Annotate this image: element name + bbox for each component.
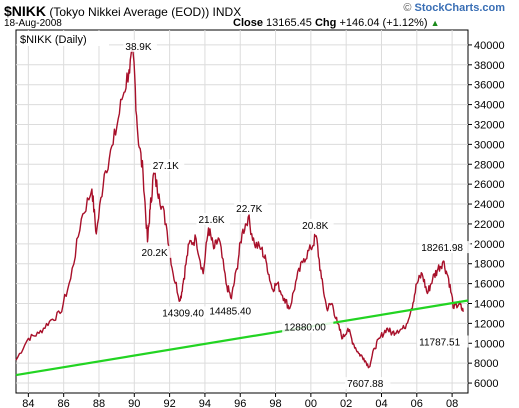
x-tick-label: 00 [305, 398, 317, 408]
symbol-label: $NIKK [4, 3, 47, 19]
y-axis-ticks: 6000 8000 10000 12000 14000 16000 18000 20000 22… [468, 40, 505, 390]
y-tick-label: 22000 [474, 219, 505, 231]
annotation-bg [150, 159, 185, 172]
annotation-label: 21.6K [198, 215, 224, 226]
chart-title: $NIKK (Daily) [20, 34, 87, 46]
y-tick-label: 18000 [474, 259, 505, 271]
date-label: 18-Aug-2008 [4, 18, 62, 29]
exchange-label: INDX [212, 5, 242, 19]
y-tick-label: 36000 [474, 80, 505, 92]
y-tick-label: 10000 [474, 338, 505, 350]
annotation-label: 27.1K [153, 161, 179, 172]
annotation-bg [123, 39, 157, 52]
x-tick-label: 02 [340, 398, 352, 408]
source-credit: © StockCharts.com [403, 3, 505, 14]
legend-box [17, 31, 109, 46]
y-tick-label: 12000 [474, 318, 505, 330]
close-label: Close [233, 17, 263, 29]
y-tick-label: 34000 [474, 100, 505, 112]
annotation-bg [419, 241, 471, 254]
y-tick-label: 32000 [474, 119, 505, 131]
chg-value: +146.04 (+1.12%) [339, 17, 428, 29]
annotation-label: 18261.98 [421, 243, 463, 254]
price-series-line [15, 48, 464, 369]
annotation-label: 11787.51 [419, 337, 460, 348]
annotation-label: 12880.00 [284, 323, 326, 334]
y-tick-label: 38000 [474, 60, 505, 72]
y-tick-label: 8000 [474, 358, 498, 370]
annotation-bg [300, 218, 334, 231]
x-tick-label: 92 [163, 398, 175, 408]
annotation-bg [160, 306, 212, 319]
annotation-label: 14485.40 [209, 307, 251, 318]
annotation-bg [139, 245, 174, 258]
annotation-label: 14309.40 [162, 308, 204, 319]
annotation-label: 7607.88 [347, 379, 384, 390]
chg-label: Chg [314, 17, 337, 29]
x-tick-label: 96 [234, 398, 246, 408]
annotations: 38.9K 27.1K 20.2K 21.6K 22.7K 20.8K 14309.40 14… [123, 39, 471, 390]
x-tick-label: 94 [199, 398, 211, 408]
x-tick-label: 04 [375, 398, 387, 408]
annotation-bg [234, 201, 268, 214]
annotation-label: 20.2K [142, 248, 168, 259]
close-value: 13165.45 [266, 17, 312, 29]
index-name: (Tokyo Nikkei Average (EOD)) [49, 5, 210, 19]
annotation-bg [345, 377, 391, 390]
y-tick-label: 26000 [474, 179, 505, 191]
y-tick-label: 16000 [474, 279, 505, 291]
annotation-bg [196, 212, 230, 225]
x-tick-label: 06 [411, 398, 423, 408]
annotation-bg [417, 335, 469, 348]
y-tick-label: 40000 [474, 40, 505, 52]
y-tick-label: 30000 [474, 139, 505, 151]
chart-header-title: $NIKK (Tokyo Nikkei Average (EOD)) INDX [4, 4, 241, 18]
x-tick-label: 08 [446, 398, 458, 408]
x-axis-ticks: 84 86 88 90 92 94 96 98 00 02 04 06 08 [22, 393, 458, 408]
annotation-label: 20.8K [302, 221, 328, 232]
y-tick-label: 14000 [474, 298, 505, 310]
x-tick-label: 98 [269, 398, 281, 408]
y-tick-label: 20000 [474, 239, 505, 251]
trend-line [15, 299, 469, 377]
annotation-label: 22.7K [236, 204, 262, 215]
up-arrow-icon: ▲ [430, 18, 440, 28]
copyright-icon: © [403, 2, 412, 14]
annotation-bg [207, 304, 259, 317]
annotation-label: 38.9K [125, 42, 151, 53]
annotation-bg [282, 320, 334, 333]
series-group [15, 48, 469, 377]
y-tick-label: 6000 [474, 378, 498, 390]
x-tick-label: 90 [128, 398, 140, 408]
y-tick-label: 28000 [474, 159, 505, 171]
source-logo: StockCharts.com [414, 2, 505, 14]
y-tick-label: 24000 [474, 199, 505, 211]
x-tick-label: 88 [93, 398, 105, 408]
x-tick-label: 84 [22, 398, 34, 408]
close-readout: Close 13165.45 Chg +146.04 (+1.12%) ▲ [233, 18, 440, 29]
x-tick-label: 86 [58, 398, 70, 408]
